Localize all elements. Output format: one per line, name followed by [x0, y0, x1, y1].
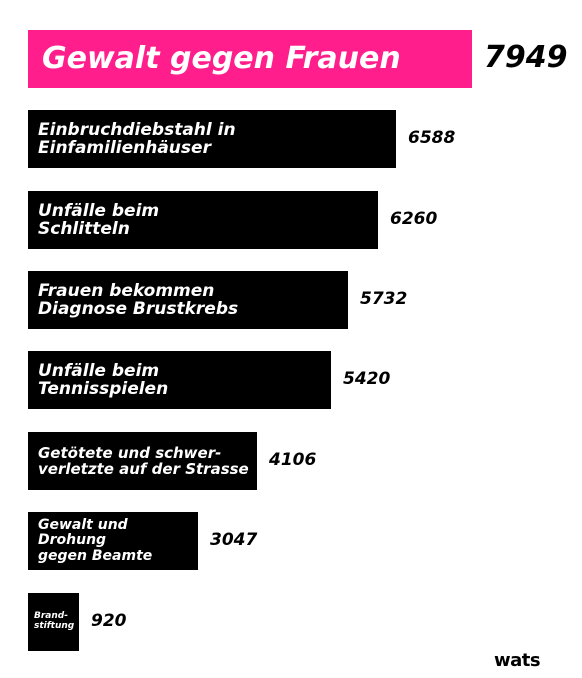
bar-label-2: Einbruchdiebstahl in Einfamilienhäuser [38, 119, 236, 158]
bar-2: Einbruchdiebstahl in Einfamilienhäuser [28, 110, 396, 168]
value-label-3: 6260 [390, 209, 438, 230]
bar-4: Frauen bekommen Diagnose Brustkrebs [28, 271, 348, 329]
bar-label-3: Unfälle beim Schlitteln [38, 200, 160, 239]
bar-label-5: Unfälle beim Tennisspielen [38, 360, 169, 399]
brand-logo: wats [494, 650, 541, 671]
value-label-7: 3047 [210, 530, 258, 551]
bar-label-8: Brand- stiftung [34, 611, 75, 631]
bar-6: Getötete und schwer- verletzte auf der S… [28, 432, 257, 490]
value-label-8: 920 [91, 611, 127, 632]
bar-5: Unfälle beim Tennisspielen [28, 351, 331, 409]
value-label-6: 4106 [269, 450, 317, 471]
bar-label-4: Frauen bekommen Diagnose Brustkrebs [38, 280, 239, 319]
value-label-1: 7949 [484, 40, 568, 76]
bar-label-1: Gewalt gegen Frauen [42, 40, 401, 76]
bar-7: Gewalt und Drohung gegen Beamte [28, 512, 198, 570]
bar-1: Gewalt gegen Frauen [28, 30, 472, 88]
bar-3: Unfälle beim Schlitteln [28, 191, 378, 249]
bar-8: Brand- stiftung [28, 593, 79, 651]
bar-label-6: Getötete und schwer- verletzte auf der S… [38, 443, 249, 478]
value-label-2: 6588 [408, 128, 456, 149]
bar-label-7: Gewalt und Drohung gegen Beamte [38, 517, 153, 564]
value-label-4: 5732 [360, 289, 408, 310]
value-label-5: 5420 [343, 369, 391, 390]
